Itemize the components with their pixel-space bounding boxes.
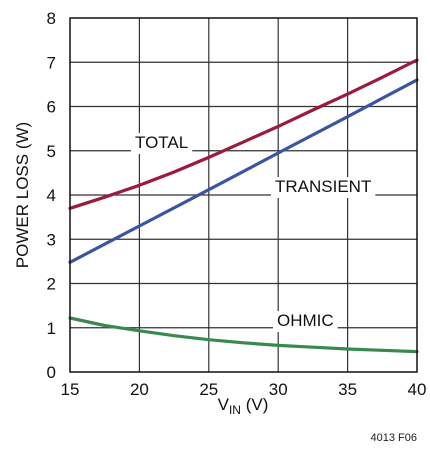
y-tick-label: 6	[47, 98, 56, 117]
x-tick-label: 40	[408, 380, 427, 399]
y-tick-label: 8	[47, 9, 56, 28]
y-axis-title: POWER LOSS (W)	[13, 122, 32, 268]
x-tick-label: 20	[130, 380, 149, 399]
x-tick-label: 25	[199, 380, 218, 399]
grid-lines	[70, 18, 417, 372]
curve-label-transient: TRANSIENT	[275, 177, 371, 196]
series-line-transient	[68, 78, 419, 264]
x-axis-title-unit: (V)	[241, 395, 268, 414]
series-line-ohmic	[68, 316, 419, 354]
y-tick-label: 4	[47, 186, 56, 205]
x-axis-title: VIN (V)	[218, 395, 269, 417]
y-tick-label: 1	[47, 319, 56, 338]
x-tick-label: 35	[338, 380, 357, 399]
x-tick-label: 30	[269, 380, 288, 399]
figure-id: 4013 F06	[371, 432, 417, 444]
x-axis-title-subscript: IN	[229, 403, 241, 417]
y-tick-label: 0	[47, 363, 56, 382]
series-line-total	[68, 58, 419, 210]
y-tick-label: 5	[47, 142, 56, 161]
y-tick-label: 7	[47, 53, 56, 72]
curve-label-ohmic: OHMIC	[277, 311, 334, 330]
curve-label-background	[131, 133, 193, 154]
curve-label-background	[271, 177, 376, 198]
curve-label-background	[273, 311, 338, 332]
series-layer	[68, 58, 419, 354]
x-tick-label: 15	[61, 380, 80, 399]
curve-label-total: TOTAL	[135, 133, 188, 152]
y-tick-labels: 0 1 2 3 4 5 6 7 8	[47, 9, 56, 382]
curve-labels: TOTAL TRANSIENT OHMIC	[131, 133, 376, 332]
plot-frame	[69, 17, 418, 373]
y-tick-label: 2	[47, 275, 56, 294]
y-tick-label: 3	[47, 230, 56, 249]
x-axis-title-main: V	[218, 395, 230, 414]
x-tick-labels: 15 20 25 30 35 40	[61, 380, 427, 399]
